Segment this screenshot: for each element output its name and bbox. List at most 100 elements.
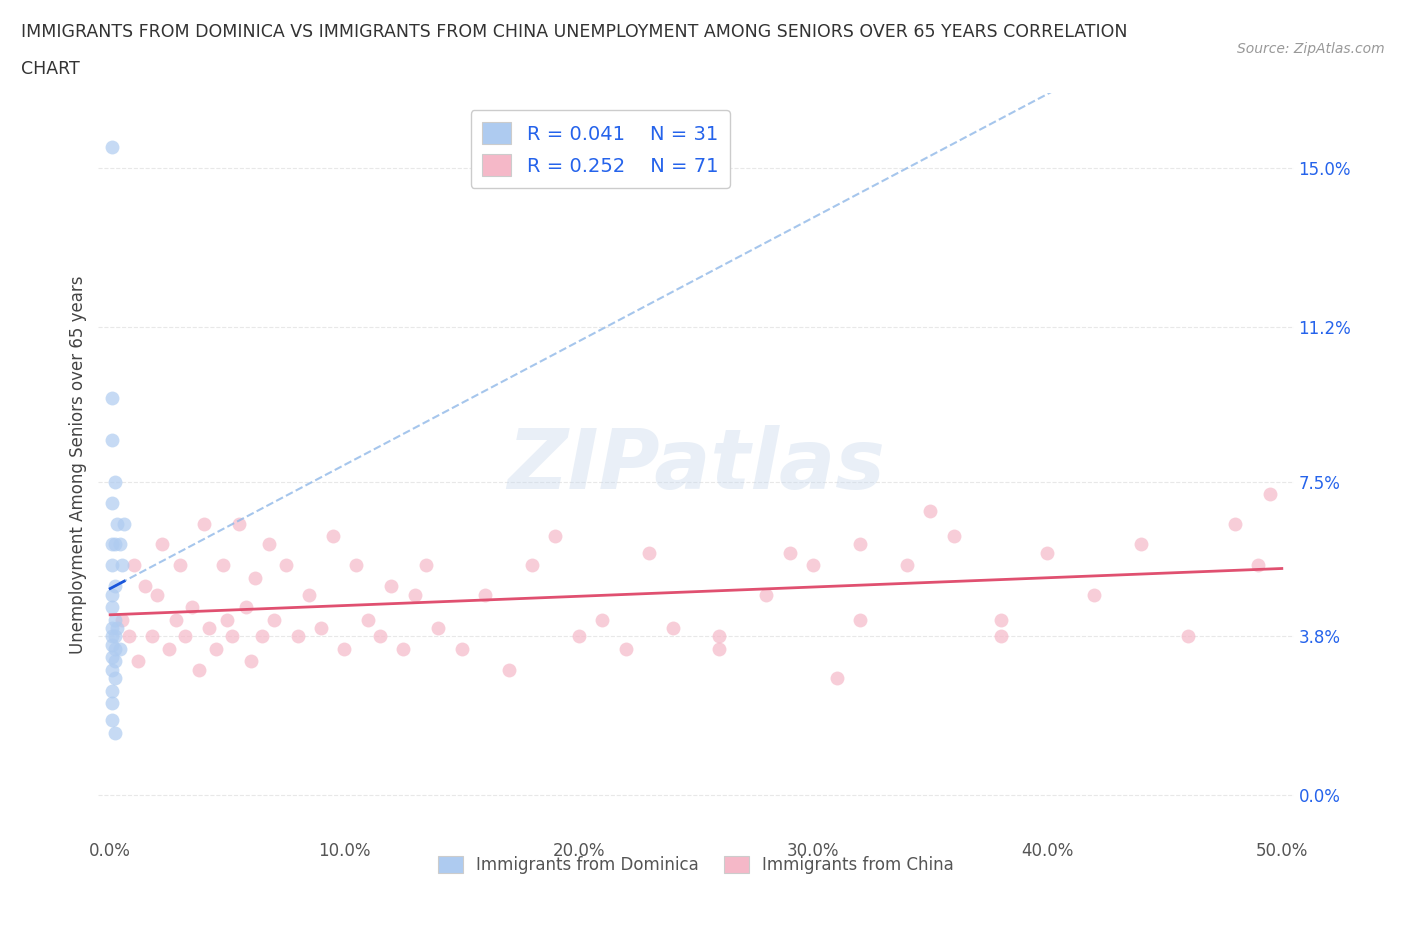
Point bbox=[101, 712, 124, 727]
Point bbox=[801, 558, 824, 573]
Point bbox=[174, 629, 197, 644]
Point bbox=[298, 587, 321, 602]
Point bbox=[118, 629, 141, 644]
Point bbox=[112, 516, 135, 531]
Text: Source: ZipAtlas.com: Source: ZipAtlas.com bbox=[1237, 42, 1385, 56]
Point bbox=[111, 558, 134, 573]
Point bbox=[1247, 558, 1270, 573]
Point bbox=[849, 537, 872, 551]
Point bbox=[245, 570, 267, 585]
Point bbox=[104, 578, 127, 593]
Point bbox=[108, 537, 131, 551]
Point bbox=[568, 629, 591, 644]
Point bbox=[111, 612, 134, 627]
Point bbox=[322, 528, 344, 543]
Point bbox=[1083, 587, 1105, 602]
Point bbox=[368, 629, 391, 644]
Point bbox=[104, 671, 127, 685]
Point bbox=[252, 629, 274, 644]
Point bbox=[101, 600, 124, 615]
Point bbox=[920, 503, 942, 518]
Point bbox=[896, 558, 918, 573]
Point bbox=[104, 654, 127, 669]
Point bbox=[134, 578, 156, 593]
Point bbox=[638, 545, 661, 560]
Point bbox=[141, 629, 163, 644]
Point bbox=[427, 620, 450, 635]
Point bbox=[415, 558, 437, 573]
Point bbox=[1258, 486, 1281, 501]
Point bbox=[404, 587, 426, 602]
Point bbox=[263, 612, 285, 627]
Point bbox=[122, 558, 145, 573]
Point bbox=[104, 537, 127, 551]
Point bbox=[165, 612, 187, 627]
Point bbox=[591, 612, 613, 627]
Point bbox=[211, 558, 233, 573]
Y-axis label: Unemployment Among Seniors over 65 years: Unemployment Among Seniors over 65 years bbox=[69, 276, 87, 654]
Point bbox=[104, 629, 127, 644]
Point bbox=[309, 620, 332, 635]
Point bbox=[287, 629, 309, 644]
Point bbox=[181, 600, 204, 615]
Point bbox=[450, 642, 472, 657]
Legend: Immigrants from Dominica, Immigrants from China: Immigrants from Dominica, Immigrants fro… bbox=[432, 849, 960, 881]
Point bbox=[104, 474, 127, 489]
Point bbox=[101, 140, 124, 154]
Point bbox=[169, 558, 191, 573]
Point bbox=[101, 696, 124, 711]
Point bbox=[274, 558, 297, 573]
Point bbox=[228, 516, 250, 531]
Point bbox=[108, 642, 131, 657]
Point bbox=[709, 642, 731, 657]
Point bbox=[221, 629, 243, 644]
Point bbox=[474, 587, 496, 602]
Point bbox=[188, 662, 211, 677]
Point bbox=[101, 495, 124, 510]
Point bbox=[357, 612, 380, 627]
Text: ZIPatlas: ZIPatlas bbox=[508, 424, 884, 506]
Point bbox=[544, 528, 567, 543]
Point bbox=[235, 600, 257, 615]
Point bbox=[1130, 537, 1153, 551]
Point bbox=[157, 642, 180, 657]
Point bbox=[193, 516, 215, 531]
Point bbox=[105, 620, 128, 635]
Point bbox=[333, 642, 356, 657]
Point bbox=[990, 629, 1012, 644]
Point bbox=[101, 620, 124, 635]
Point bbox=[779, 545, 801, 560]
Point bbox=[1036, 545, 1059, 560]
Point bbox=[344, 558, 367, 573]
Point bbox=[146, 587, 169, 602]
Point bbox=[204, 642, 226, 657]
Text: IMMIGRANTS FROM DOMINICA VS IMMIGRANTS FROM CHINA UNEMPLOYMENT AMONG SENIORS OVE: IMMIGRANTS FROM DOMINICA VS IMMIGRANTS F… bbox=[21, 23, 1128, 41]
Point bbox=[942, 528, 965, 543]
Point bbox=[104, 612, 127, 627]
Point bbox=[101, 629, 124, 644]
Point bbox=[104, 642, 127, 657]
Point bbox=[239, 654, 262, 669]
Point bbox=[101, 637, 124, 652]
Point bbox=[259, 537, 281, 551]
Point bbox=[380, 578, 402, 593]
Point bbox=[101, 558, 124, 573]
Point bbox=[709, 629, 731, 644]
Point bbox=[101, 650, 124, 665]
Point bbox=[498, 662, 520, 677]
Point bbox=[825, 671, 848, 685]
Point bbox=[101, 432, 124, 447]
Point bbox=[849, 612, 872, 627]
Point bbox=[127, 654, 149, 669]
Point bbox=[101, 684, 124, 698]
Point bbox=[105, 516, 128, 531]
Point bbox=[614, 642, 637, 657]
Point bbox=[101, 587, 124, 602]
Point bbox=[101, 391, 124, 405]
Point bbox=[520, 558, 543, 573]
Point bbox=[1177, 629, 1199, 644]
Point bbox=[104, 725, 127, 740]
Point bbox=[661, 620, 683, 635]
Point bbox=[1223, 516, 1246, 531]
Point bbox=[755, 587, 778, 602]
